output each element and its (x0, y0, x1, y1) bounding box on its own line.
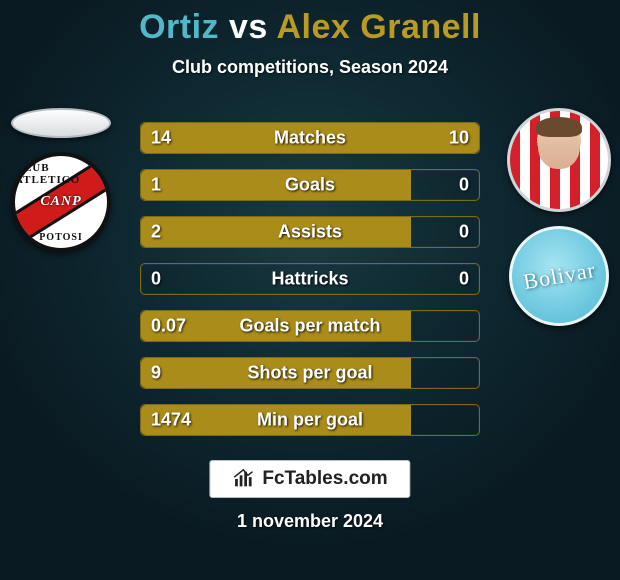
club-badge-left: CLUB ATLETICO CANP POTOSI (11, 152, 111, 252)
bar-label: Matches (141, 128, 479, 149)
title-player-a: Ortiz (139, 8, 219, 46)
comparison-bars: 1410Matches 10Goals 20Assists 00Hattricks 0.… (140, 122, 480, 436)
club-badge-right: Bolivar (509, 226, 609, 326)
crest-text-bot: POTOSI (39, 232, 83, 243)
title-vs: vs (229, 8, 268, 46)
footer-date: 1 november 2024 (0, 511, 620, 532)
bar-row: 20Assists (140, 216, 480, 248)
brand-text: FcTables.com (262, 468, 387, 490)
left-column: CLUB ATLETICO CANP POTOSI (6, 108, 116, 252)
bar-row: 0.07Goals per match (140, 310, 480, 342)
subtitle: Club competitions, Season 2024 (0, 57, 620, 78)
bar-row: 1410Matches (140, 122, 480, 154)
bar-label: Hattricks (141, 269, 479, 290)
bar-row: 1474Min per goal (140, 404, 480, 436)
bar-label: Shots per goal (141, 363, 479, 384)
brand-chart-icon (232, 468, 254, 490)
page-title: Ortiz vs Alex Granell (0, 0, 620, 47)
crest-script: Bolivar (521, 257, 597, 295)
crest-text-mid: CANP (40, 194, 81, 210)
bar-label: Goals per match (141, 316, 479, 337)
bar-row: 9Shots per goal (140, 357, 480, 389)
bar-row: 00Hattricks (140, 263, 480, 295)
title-player-b: Alex Granell (277, 8, 481, 46)
crest-text-top: CLUB ATLETICO (15, 162, 107, 186)
bar-label: Min per goal (141, 410, 479, 431)
right-column: Bolivar (504, 108, 614, 326)
bar-label: Goals (141, 175, 479, 196)
bar-label: Assists (141, 222, 479, 243)
player-b-photo (507, 108, 611, 212)
player-a-photo-placeholder (11, 108, 111, 138)
brand-box: FcTables.com (209, 460, 410, 498)
bar-row: 10Goals (140, 169, 480, 201)
